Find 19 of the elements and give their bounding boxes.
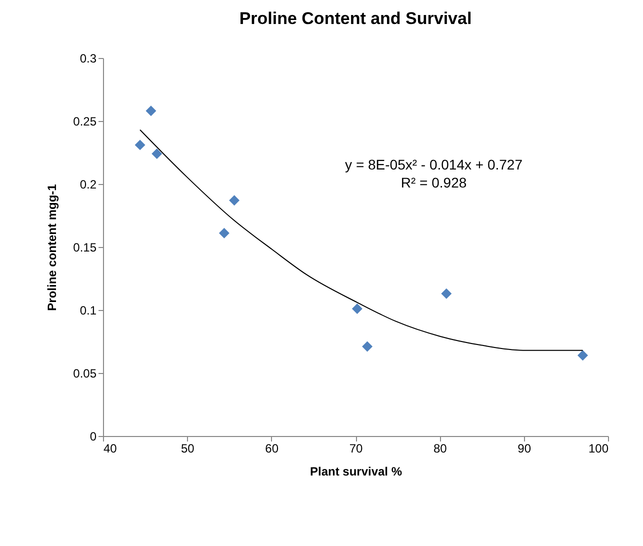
annotation: y = 8E-05x² - 0.014x + 0.727 bbox=[345, 156, 523, 173]
x-tick-label: 40 bbox=[104, 442, 118, 456]
x-tick-label: 50 bbox=[180, 442, 195, 456]
x-tick-label: 90 bbox=[518, 442, 532, 456]
y-tick-label: 0.15 bbox=[73, 240, 97, 254]
x-axis-title: Plant survival % bbox=[310, 464, 402, 478]
y-tick-label: 0 bbox=[90, 430, 97, 444]
y-axis-title: Proline content mgg-1 bbox=[45, 184, 60, 311]
x-tick-label: 80 bbox=[433, 442, 448, 456]
x-tick-label: 60 bbox=[265, 442, 279, 456]
y-tick-label: 0.1 bbox=[80, 304, 97, 318]
y-tick-label: 0.25 bbox=[73, 114, 97, 128]
x-tick-label: 100 bbox=[588, 442, 609, 456]
annotation: R² = 0.928 bbox=[400, 174, 467, 191]
y-tick-label: 0.3 bbox=[80, 52, 97, 66]
x-tick-label: 70 bbox=[349, 442, 363, 456]
chart-title: Proline Content and Survival bbox=[239, 9, 472, 28]
y-tick-label: 0.05 bbox=[73, 366, 97, 380]
y-tick-label: 0.2 bbox=[80, 178, 97, 192]
